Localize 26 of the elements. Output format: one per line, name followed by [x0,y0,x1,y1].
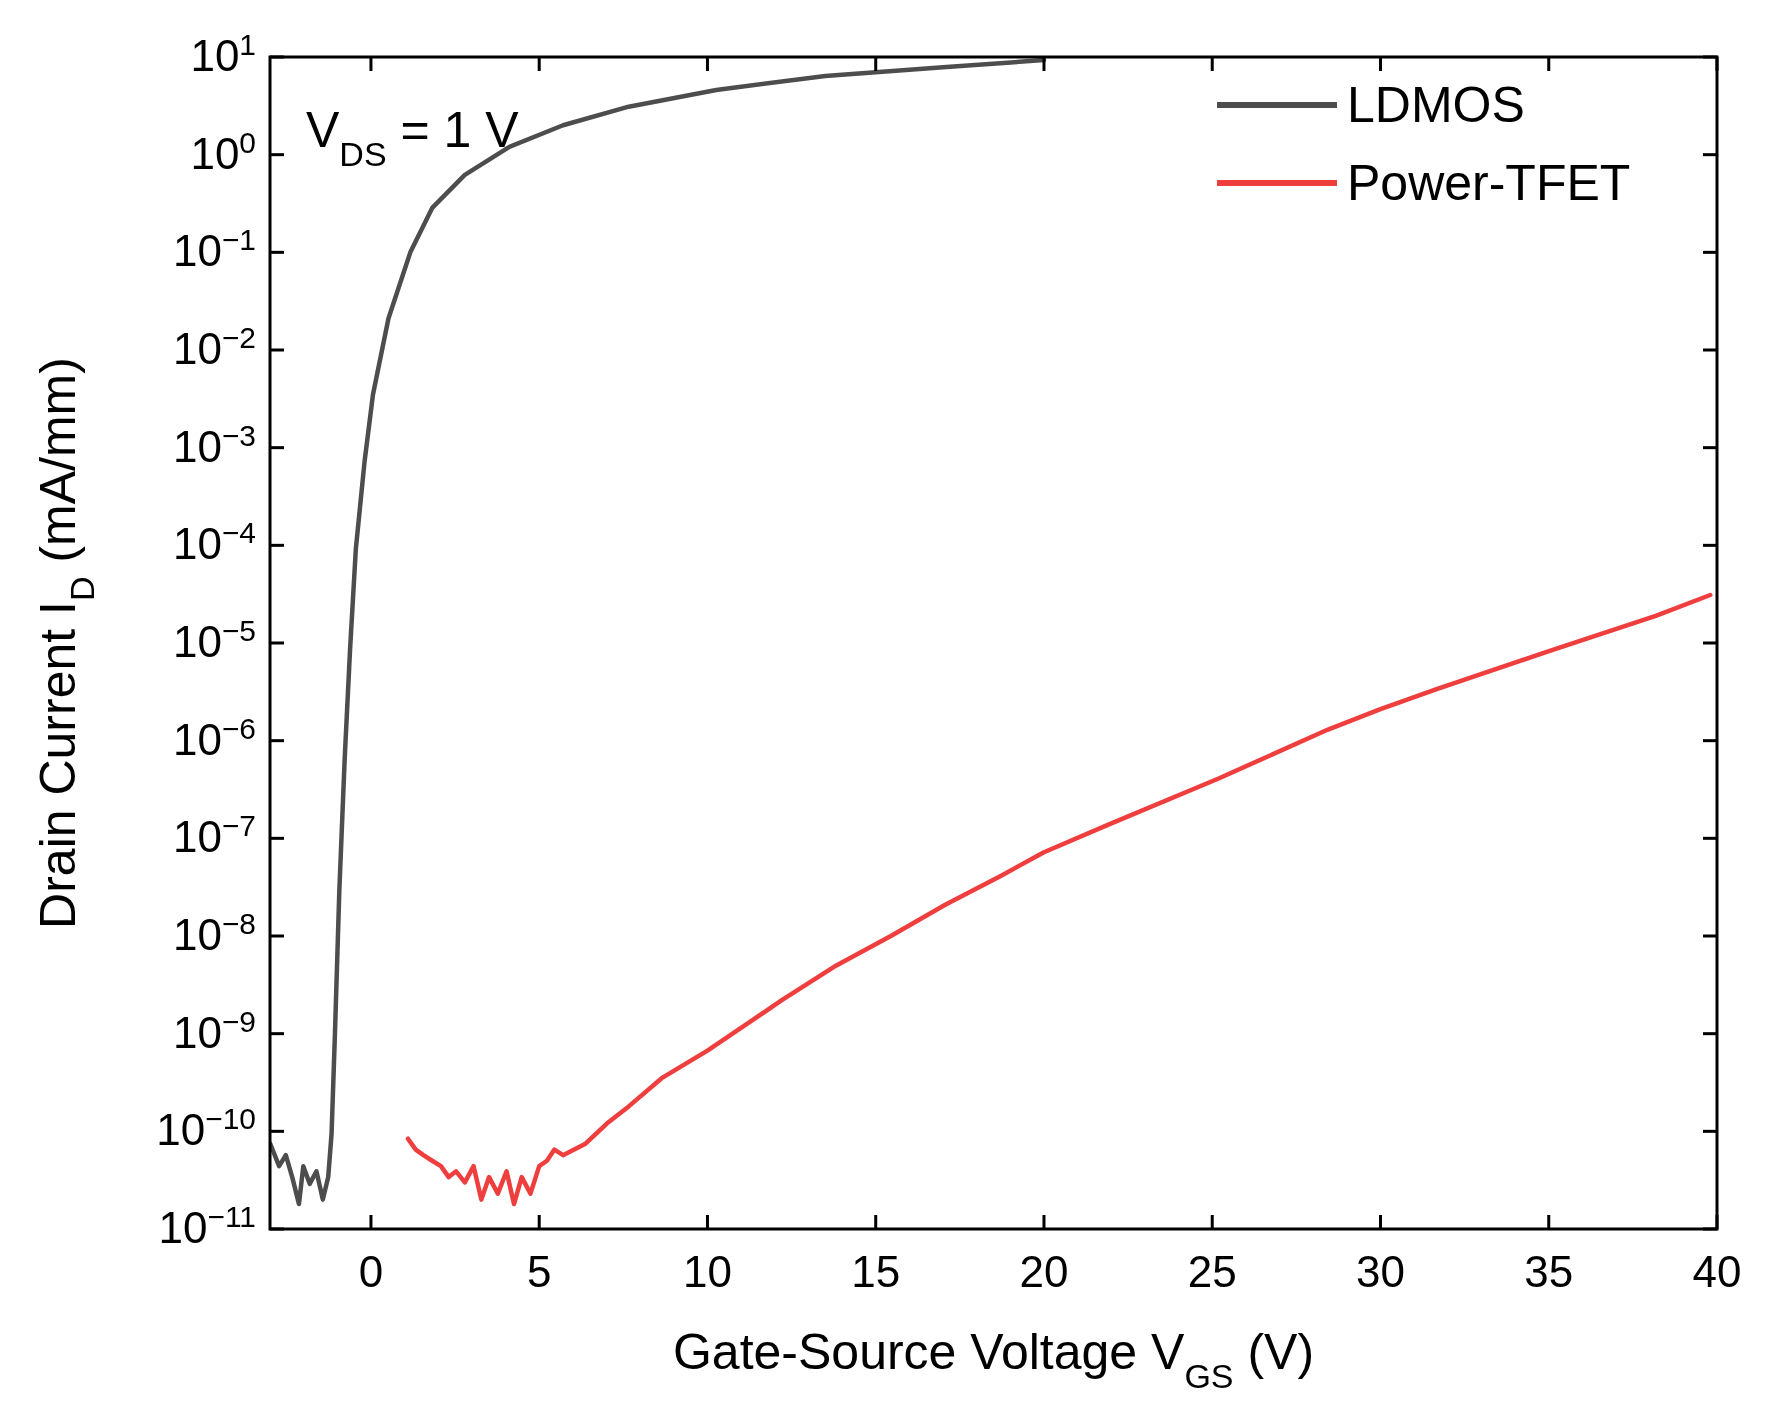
x-tick-label: 30 [1356,1247,1405,1296]
y-tick-label: 10$^{−9}$ [172,1004,256,1057]
y-tick-label: 10$^{−2}$ [172,320,256,373]
x-tick-label: 5 [526,1247,552,1296]
y-tick-label: 10$^{−4}$ [172,515,256,569]
y-tick-label: 10$^{−7}$ [172,808,256,862]
y-tick-label: 10$^{−8}$ [172,906,256,959]
x-tick-label: 20 [1019,1247,1069,1296]
y-tick-label: 10$^{−3}$ [172,418,256,471]
y-tick-label: 10$^{−10}$ [156,1101,256,1155]
y-tick-label: 10$^{1}$ [190,27,256,80]
annotation: V$_{DS}$ = 1 V [306,102,520,173]
legend-label: Power-TFET [1347,155,1631,211]
y-tick-label: 10$^{0}$ [190,125,256,178]
x-tick-label: 25 [1187,1247,1237,1296]
x-tick-label: 15 [851,1247,901,1296]
y-tick-label: 10$^{−5}$ [172,613,256,666]
x-axis-title: Gate-Source Voltage V$_{GS}$ (V) [672,1324,1315,1395]
y-tick-label: 10$^{−6}$ [172,711,256,764]
x-tick-label: 10 [682,1247,732,1296]
legend-label: LDMOS [1347,77,1525,133]
y-tick-label: 10$^{−11}$ [158,1199,256,1252]
x-tick-label: 35 [1524,1247,1574,1296]
x-tick-label: 0 [358,1247,384,1296]
x-tick-label: 40 [1692,1247,1742,1296]
y-tick-label: 10$^{−1}$ [172,222,256,276]
